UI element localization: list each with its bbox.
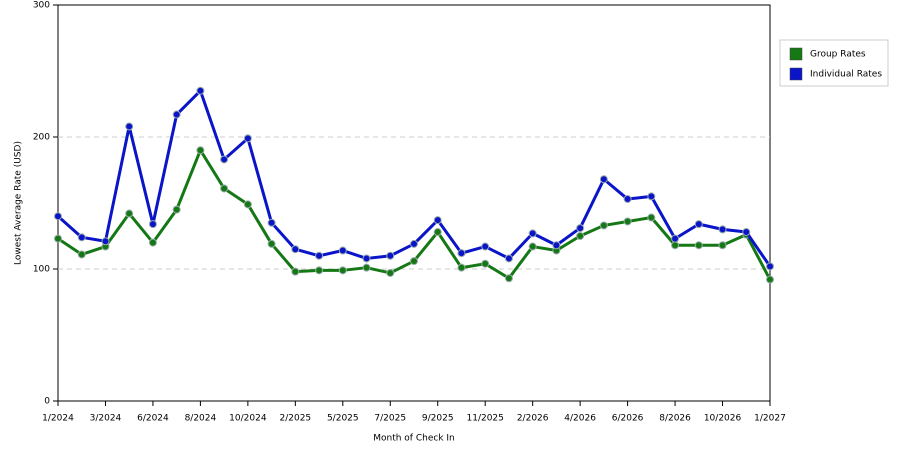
data-point (481, 242, 490, 251)
data-point (623, 217, 632, 226)
data-point (647, 192, 656, 201)
x-tick-label: 11/2025 (467, 414, 504, 424)
y-tick-label: 300 (33, 1, 50, 11)
data-point (481, 259, 490, 268)
data-point (433, 216, 442, 225)
data-point (433, 228, 442, 237)
data-point (457, 249, 466, 258)
x-tick-label: 4/2026 (564, 414, 596, 424)
data-point (742, 228, 751, 237)
data-point (338, 266, 347, 275)
data-point (196, 146, 205, 155)
x-tick-label: 6/2026 (612, 414, 644, 424)
data-point (599, 175, 608, 184)
x-tick-label: 7/2025 (374, 414, 406, 424)
data-point (315, 251, 324, 260)
data-point (504, 254, 513, 263)
x-tick-label: 10/2024 (229, 414, 267, 424)
legend-label: Individual Rates (810, 70, 882, 80)
data-point (718, 225, 727, 234)
data-point (504, 274, 513, 283)
legend-label: Group Rates (810, 50, 866, 60)
data-point (671, 234, 680, 243)
data-point (125, 122, 134, 131)
y-tick-label: 200 (33, 133, 50, 143)
data-point (410, 239, 418, 248)
data-point (671, 241, 680, 250)
data-point (196, 86, 205, 95)
data-point (54, 212, 62, 221)
data-point (148, 238, 157, 247)
legend-swatch (789, 47, 803, 61)
data-point (291, 245, 300, 254)
data-point (291, 267, 300, 276)
data-point (552, 241, 561, 250)
data-point (243, 200, 252, 209)
data-point (576, 224, 585, 233)
data-point (125, 209, 134, 218)
data-point (77, 233, 86, 242)
data-point (220, 155, 229, 164)
data-point (576, 232, 585, 240)
data-point (623, 195, 632, 204)
x-tick-label: 8/2024 (185, 414, 217, 424)
data-point (148, 220, 157, 229)
data-point (220, 184, 229, 193)
data-point (243, 134, 252, 143)
data-point (718, 241, 727, 250)
data-point (77, 250, 86, 259)
data-point (599, 221, 608, 230)
x-tick-label: 10/2026 (704, 414, 742, 424)
y-axis-label: Lowest Average Rate (USD) (14, 141, 24, 265)
y-tick-label: 0 (44, 397, 50, 407)
data-point (267, 239, 276, 248)
x-tick-label: 1/2027 (754, 414, 786, 424)
data-point (172, 205, 181, 214)
data-point (315, 266, 324, 275)
data-point (386, 268, 395, 277)
data-point (172, 110, 181, 119)
data-point (694, 241, 703, 250)
plot-frame (57, 4, 771, 402)
legend-swatch (789, 67, 803, 81)
data-point (647, 213, 656, 222)
data-point (528, 242, 537, 251)
x-tick-label: 3/2024 (90, 414, 122, 424)
data-point (528, 229, 537, 238)
x-tick-label: 9/2025 (422, 414, 454, 424)
data-point (54, 234, 62, 243)
data-point (362, 254, 371, 263)
data-point (338, 246, 347, 255)
data-point (101, 237, 110, 246)
data-point (694, 220, 703, 229)
y-tick-label: 100 (33, 265, 50, 275)
data-point (386, 251, 395, 260)
data-point (766, 262, 774, 271)
x-tick-label: 6/2024 (137, 414, 169, 424)
x-tick-label: 2/2025 (279, 414, 311, 424)
x-tick-label: 2/2026 (517, 414, 549, 424)
x-tick-label: 1/2024 (42, 414, 74, 424)
data-point (457, 263, 466, 272)
x-tick-label: 5/2025 (327, 414, 359, 424)
x-axis-label: Month of Check In (373, 434, 455, 444)
data-point (410, 257, 418, 266)
x-tick-label: 8/2026 (659, 414, 691, 424)
data-point (362, 263, 371, 272)
data-point (267, 218, 276, 227)
data-point (766, 275, 774, 284)
